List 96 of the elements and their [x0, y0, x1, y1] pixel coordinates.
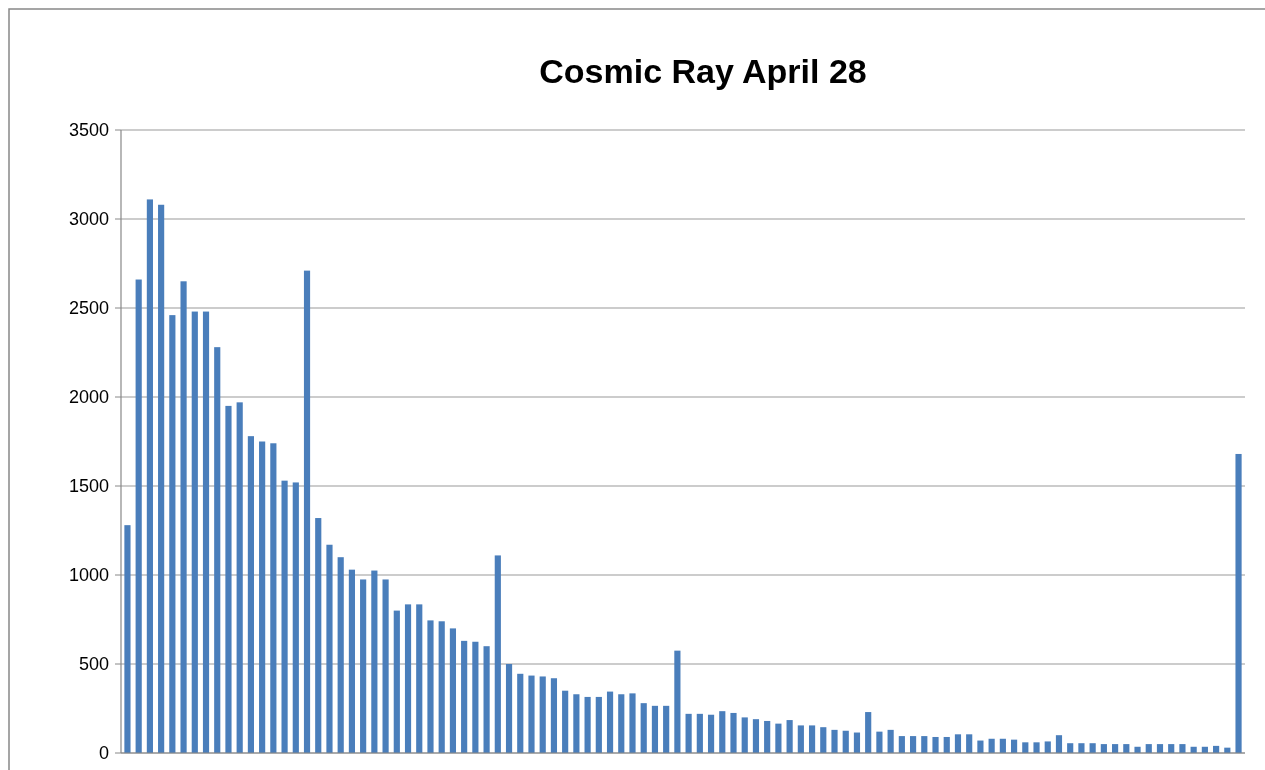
bar	[348, 569, 355, 753]
bar	[292, 482, 299, 753]
bar	[259, 441, 266, 753]
bar	[595, 696, 602, 753]
bar	[808, 725, 816, 753]
bar	[180, 281, 187, 753]
bar	[191, 311, 198, 753]
bar	[438, 621, 445, 753]
y-tick-label: 1000	[68, 565, 109, 586]
bar	[337, 557, 344, 753]
bar	[606, 691, 614, 753]
bar	[674, 650, 681, 753]
bar	[202, 311, 210, 753]
bar	[1067, 743, 1074, 753]
bar	[371, 570, 378, 753]
bar	[775, 723, 782, 753]
y-tick-label: 3000	[68, 209, 109, 230]
bar	[696, 713, 703, 753]
bar	[966, 734, 973, 753]
chart-title: Cosmic Ray April 28	[539, 52, 867, 90]
bar	[573, 694, 580, 753]
bar	[1078, 743, 1085, 753]
bar	[158, 204, 165, 753]
bar	[494, 555, 501, 753]
bar	[719, 711, 726, 753]
bar	[1235, 453, 1242, 753]
bar	[876, 731, 883, 753]
bar	[247, 436, 254, 753]
bar	[505, 664, 513, 753]
bar	[618, 694, 625, 753]
bar	[1055, 735, 1063, 753]
y-tick-label: 2000	[68, 387, 109, 408]
bar	[932, 736, 939, 753]
bar	[550, 678, 558, 753]
bar	[517, 673, 524, 753]
bar	[909, 736, 917, 753]
bar	[135, 279, 142, 753]
y-tick-label: 3500	[68, 120, 109, 141]
bar	[562, 690, 569, 753]
bar	[584, 696, 591, 753]
bar	[449, 628, 457, 753]
bar	[225, 405, 232, 753]
bar	[977, 740, 984, 753]
bar	[281, 480, 288, 753]
bar	[528, 675, 535, 753]
bar	[853, 732, 861, 753]
bar	[797, 725, 804, 753]
bar	[483, 646, 490, 753]
bar	[360, 579, 367, 753]
bar	[954, 734, 962, 753]
bar	[382, 579, 389, 753]
bar	[393, 610, 400, 753]
bar	[169, 315, 176, 753]
bar	[404, 604, 412, 753]
bar	[472, 641, 479, 753]
bar	[640, 703, 647, 753]
bar	[270, 443, 277, 753]
bar	[764, 720, 771, 753]
bar	[214, 347, 221, 753]
bar	[887, 729, 894, 753]
y-tick-label: 1500	[68, 476, 109, 497]
bar	[416, 604, 423, 753]
bar	[236, 402, 243, 753]
bar	[865, 712, 872, 753]
y-tick-label: 0	[98, 743, 109, 764]
bar	[707, 714, 715, 753]
bar	[831, 729, 838, 753]
bar	[663, 705, 670, 753]
bar	[1179, 744, 1186, 753]
bar	[629, 693, 636, 753]
bar	[1089, 743, 1096, 753]
bar	[752, 719, 760, 753]
bar	[898, 736, 905, 753]
bar	[539, 676, 546, 753]
bar	[146, 199, 153, 753]
bar	[685, 713, 692, 753]
bar	[1033, 742, 1040, 753]
bar	[315, 518, 322, 753]
bar	[730, 712, 737, 753]
bar	[1044, 741, 1051, 753]
bar	[786, 720, 793, 753]
bar	[842, 730, 849, 753]
bar	[651, 705, 659, 753]
bar	[921, 736, 928, 753]
bar	[427, 620, 434, 753]
y-tick-label: 2500	[68, 298, 109, 319]
bar	[820, 727, 827, 753]
bar	[461, 640, 468, 753]
y-tick-label: 500	[78, 654, 109, 675]
bar	[741, 717, 748, 753]
bar	[326, 544, 333, 753]
bar	[303, 270, 311, 753]
bar	[1134, 746, 1141, 753]
bar	[124, 525, 131, 753]
bar	[1022, 742, 1029, 753]
bar	[943, 736, 950, 753]
